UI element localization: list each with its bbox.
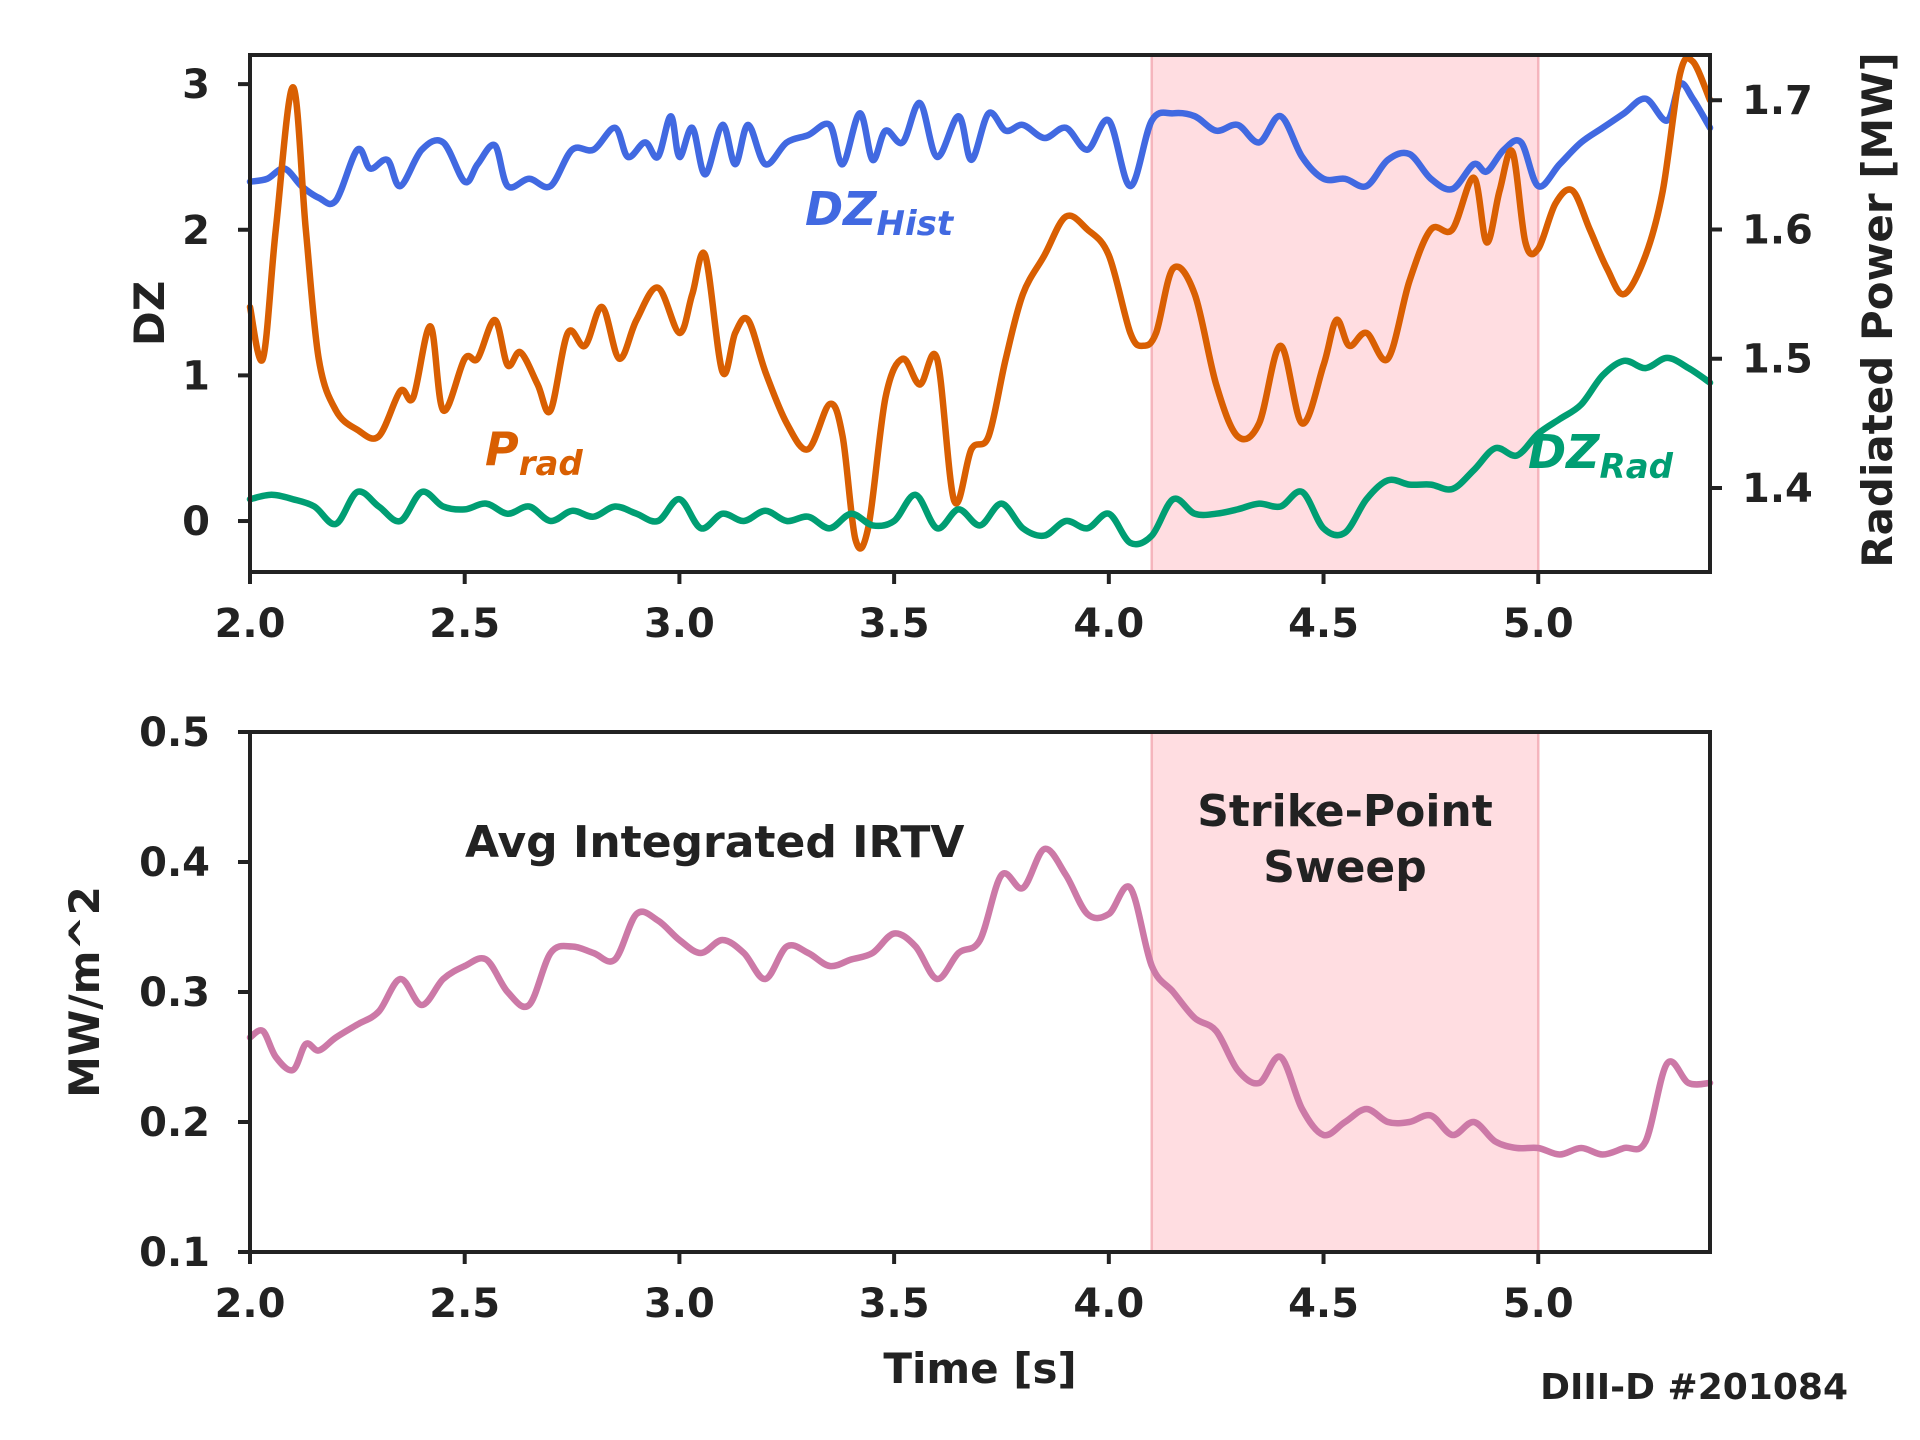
y-tick-label-right: 1.4: [1742, 466, 1813, 512]
x-tick-label: 4.5: [1288, 1281, 1359, 1327]
top-y-axis-label-right: Radiated Power [MW]: [1853, 52, 1902, 568]
bottom-x-ticks: 2.0 2.5 3.0 3.5 4.0 4.5 5.0: [215, 1252, 1574, 1327]
top-y-ticks-left: 0 1 2 3: [182, 62, 250, 545]
x-tick-label: 5.0: [1503, 601, 1574, 647]
y-tick-label: 0.5: [139, 710, 210, 756]
y-tick-label-left: 0: [182, 499, 210, 545]
irtv-series-label: Avg Integrated IRTV: [465, 817, 964, 868]
dz-hist-label-main: DZ: [805, 182, 878, 236]
y-tick-label: 0.3: [139, 970, 210, 1016]
x-tick-label: 2.0: [215, 601, 286, 647]
series-line-avg-integrated-irtv: [246, 845, 1714, 1158]
p-rad-series-label: Prad: [485, 422, 583, 484]
x-tick-label: 2.0: [215, 1281, 286, 1327]
dz-rad-label-main: DZ: [1528, 425, 1601, 479]
strike-point-annotation-line1: Strike-Point: [1197, 786, 1493, 837]
x-tick-label: 2.5: [429, 1281, 500, 1327]
bottom-y-ticks: 0.1 0.2 0.3 0.4 0.5: [139, 710, 250, 1276]
top-axes-frame: [248, 53, 1712, 574]
y-tick-label-right: 1.5: [1742, 337, 1813, 383]
y-tick-label-left: 2: [182, 208, 210, 254]
bottom-y-axis-label: MW/m^2: [60, 886, 109, 1098]
top-y-axis-label-left: DZ: [125, 281, 174, 346]
x-tick-label: 4.5: [1288, 601, 1359, 647]
top-shaded-region-edges: [1150, 55, 1540, 572]
x-tick-label: 2.5: [429, 601, 500, 647]
y-tick-label-right: 1.7: [1742, 78, 1813, 124]
series-line-p-rad: [246, 54, 1714, 552]
y-tick-label-left: 3: [182, 62, 210, 108]
shot-number-label: DIII-D #201084: [1540, 1367, 1848, 1408]
dz-rad-label-sub: Rad: [1600, 447, 1674, 487]
bottom-series-group: [246, 845, 1714, 1158]
p-rad-label-sub: rad: [519, 444, 584, 484]
bottom-shaded-region-edges: [1150, 732, 1540, 1252]
y-tick-label-right: 1.6: [1742, 207, 1813, 253]
x-tick-label: 3.0: [644, 1281, 715, 1327]
series-line-dz-hist: [246, 80, 1714, 208]
bottom-panel: 2.0 2.5 3.0 3.5 4.0 4.5 5.0 0.1 0.2 0.3 0.4 0.5 Ti…: [60, 710, 1714, 1393]
bottom-x-axis-label: Time [s]: [883, 1344, 1076, 1393]
dz-rad-series-label: DZRad: [1528, 425, 1674, 487]
dz-hist-series-label: DZHist: [805, 182, 955, 244]
top-y-ticks-right: 1.4 1.5 1.6 1.7: [1710, 78, 1813, 512]
x-tick-label: 3.5: [859, 1281, 930, 1327]
y-tick-label: 0.2: [139, 1100, 210, 1146]
top-series-group: [246, 54, 1714, 552]
series-line-dz-rad: [246, 354, 1714, 548]
x-tick-label: 5.0: [1503, 1281, 1574, 1327]
strike-point-annotation-line2: Sweep: [1263, 842, 1427, 893]
p-rad-label-main: P: [485, 422, 519, 476]
bottom-shaded-region: [1151, 732, 1539, 1252]
x-tick-label: 4.0: [1073, 1281, 1144, 1327]
y-tick-label: 0.4: [139, 840, 210, 886]
x-tick-label: 3.0: [644, 601, 715, 647]
top-x-ticks: 2.0 2.5 3.0 3.5 4.0 4.5 5.0: [215, 572, 1574, 647]
x-tick-label: 4.0: [1073, 601, 1144, 647]
x-tick-label: 3.5: [859, 601, 930, 647]
dz-hist-label-sub: Hist: [877, 204, 955, 244]
y-tick-label-left: 1: [182, 353, 210, 399]
top-shaded-region: [1151, 55, 1539, 572]
y-tick-label: 0.1: [139, 1230, 210, 1276]
